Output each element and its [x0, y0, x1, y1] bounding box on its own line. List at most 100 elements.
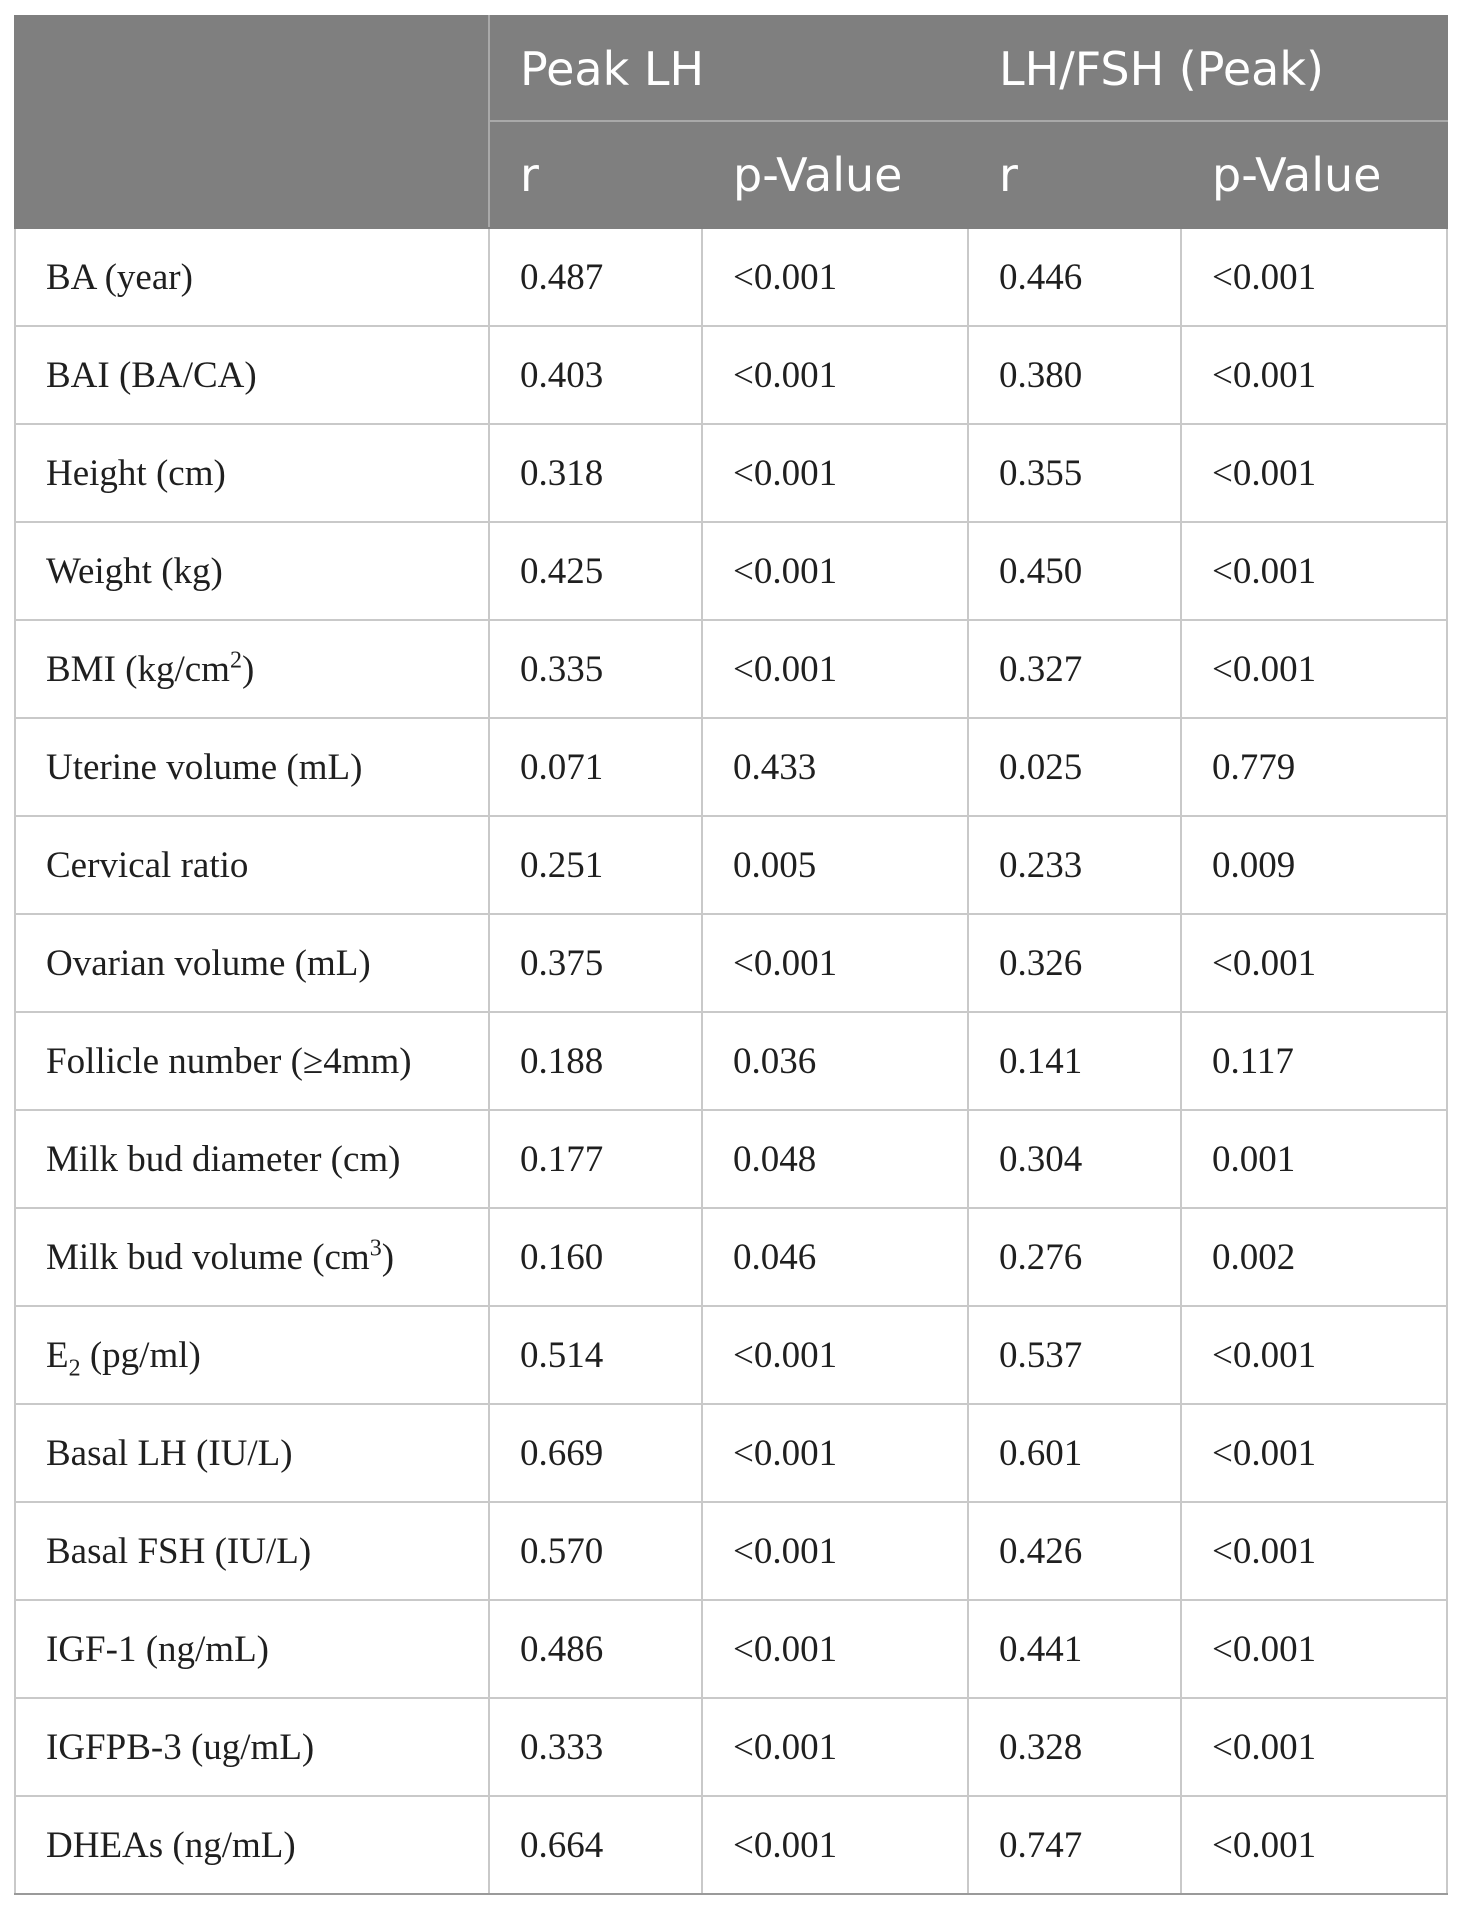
table-body: BA (year) 0.487 <0.001 0.446 <0.001 BAI (BA/C…	[14, 227, 1449, 1895]
row-label-text: Basal FSH (IU/L)	[46, 1530, 312, 1572]
row-label-text: Uterine volume (mL)	[46, 746, 363, 788]
row-label-text: Ovarian volume (mL)	[46, 942, 371, 984]
peak-lh-r-value: 0.160	[488, 1207, 703, 1307]
row-label-text: Milk bud volume (cm	[46, 1236, 370, 1278]
table-row: Weight (kg) 0.425 <0.001 0.450 <0.001	[14, 521, 1449, 621]
table-row: Cervical ratio 0.251 0.005 0.233 0.009	[14, 815, 1449, 915]
header-corner-cell	[14, 15, 490, 229]
ratio-r-value: 0.141	[967, 1011, 1183, 1111]
peak-lh-r-value: 0.251	[488, 815, 703, 915]
peak-lh-p-value: <0.001	[700, 325, 970, 425]
peak-lh-r-value: 0.177	[488, 1109, 703, 1209]
ratio-p-value: <0.001	[1180, 1403, 1449, 1503]
peak-lh-p-value: <0.001	[700, 1795, 970, 1895]
row-label-text: DHEAs (ng/mL)	[46, 1824, 296, 1866]
row-label: Cervical ratio	[14, 815, 490, 915]
row-label: Basal LH (IU/L)	[14, 1403, 490, 1503]
peak-lh-r-value: 0.514	[488, 1305, 703, 1405]
ratio-r-value: 0.426	[967, 1501, 1183, 1601]
table-row: DHEAs (ng/mL) 0.664 <0.001 0.747 <0.001	[14, 1795, 1449, 1895]
ratio-p-value: <0.001	[1180, 521, 1449, 621]
peak-lh-p-value: 0.048	[700, 1109, 970, 1209]
row-label-text: E	[46, 1334, 69, 1376]
peak-lh-r-value: 0.318	[488, 423, 703, 523]
ratio-r-value: 0.355	[967, 423, 1183, 523]
row-label-tail: (pg/ml)	[80, 1334, 201, 1376]
ratio-p-value: <0.001	[1180, 1501, 1449, 1601]
peak-lh-r-value: 0.333	[488, 1697, 703, 1797]
row-label: Basal FSH (IU/L)	[14, 1501, 490, 1601]
peak-lh-r-value: 0.570	[488, 1501, 703, 1601]
row-label-text: Basal LH (IU/L)	[46, 1432, 293, 1474]
row-label-tail: )	[381, 1236, 395, 1278]
peak-lh-p-value: <0.001	[700, 619, 970, 719]
ratio-p-value: <0.001	[1180, 227, 1449, 327]
row-label: BMI (kg/cm2)	[14, 619, 490, 719]
ratio-p-value: 0.779	[1180, 717, 1449, 817]
ratio-r-value: 0.328	[967, 1697, 1183, 1797]
peak-lh-r-value: 0.487	[488, 227, 703, 327]
header-row-subcolumns: r p-Value r p-Value	[15, 120, 1449, 229]
row-label-text: BA (year)	[46, 256, 193, 298]
header-ratio-r: r	[967, 120, 1183, 229]
ratio-r-value: 0.747	[967, 1795, 1183, 1895]
ratio-p-value: 0.002	[1180, 1207, 1449, 1307]
table-row: IGF-1 (ng/mL) 0.486 <0.001 0.441 <0.001	[14, 1599, 1449, 1699]
row-label: Milk bud diameter (cm)	[14, 1109, 490, 1209]
table-row: BMI (kg/cm2) 0.335 <0.001 0.327 <0.001	[14, 619, 1449, 719]
peak-lh-p-value: <0.001	[700, 1599, 970, 1699]
row-label-text: BAI (BA/CA)	[46, 354, 257, 396]
peak-lh-p-value: <0.001	[700, 1305, 970, 1405]
peak-lh-p-value: 0.046	[700, 1207, 970, 1307]
peak-lh-p-value: 0.036	[700, 1011, 970, 1111]
row-label-subscript: 2	[68, 1354, 81, 1381]
ratio-p-value: <0.001	[1180, 1795, 1449, 1895]
correlation-table: Peak LH LH/FSH (Peak) r p-Value r p-Valu…	[14, 15, 1449, 1895]
ratio-p-value: 0.001	[1180, 1109, 1449, 1209]
ratio-r-value: 0.276	[967, 1207, 1183, 1307]
peak-lh-p-value: 0.005	[700, 815, 970, 915]
row-label-text: BMI (kg/cm	[46, 648, 230, 690]
ratio-r-value: 0.446	[967, 227, 1183, 327]
row-label: IGFPB-3 (ug/mL)	[14, 1697, 490, 1797]
row-label: Height (cm)	[14, 423, 490, 523]
peak-lh-r-value: 0.486	[488, 1599, 703, 1699]
row-label-text: Height (cm)	[46, 452, 226, 494]
ratio-r-value: 0.380	[967, 325, 1183, 425]
ratio-p-value: <0.001	[1180, 423, 1449, 523]
ratio-r-value: 0.601	[967, 1403, 1183, 1503]
ratio-p-value: <0.001	[1180, 1599, 1449, 1699]
row-label-text: IGF-1 (ng/mL)	[46, 1628, 269, 1670]
row-label-text: Weight (kg)	[46, 550, 223, 592]
peak-lh-p-value: 0.433	[700, 717, 970, 817]
ratio-p-value: 0.117	[1180, 1011, 1449, 1111]
header-row-groups: Peak LH LH/FSH (Peak)	[14, 15, 1449, 229]
ratio-p-value: <0.001	[1180, 325, 1449, 425]
peak-lh-r-value: 0.425	[488, 521, 703, 621]
peak-lh-r-value: 0.669	[488, 1403, 703, 1503]
table-header: Peak LH LH/FSH (Peak) r p-Value r p-Valu…	[14, 15, 1449, 229]
correlation-table-container: Peak LH LH/FSH (Peak) r p-Value r p-Valu…	[14, 15, 1449, 1895]
row-label: IGF-1 (ng/mL)	[14, 1599, 490, 1699]
table-row: Milk bud diameter (cm) 0.177 0.048 0.304 0.0…	[14, 1109, 1449, 1209]
table-row: E2 (pg/ml) 0.514 <0.001 0.537 <0.001	[14, 1305, 1449, 1405]
ratio-r-value: 0.450	[967, 521, 1183, 621]
peak-lh-p-value: <0.001	[700, 1697, 970, 1797]
table-row: Height (cm) 0.318 <0.001 0.355 <0.001	[14, 423, 1449, 523]
ratio-r-value: 0.025	[967, 717, 1183, 817]
table-row: Basal FSH (IU/L) 0.570 <0.001 0.426 <0.001	[14, 1501, 1449, 1601]
ratio-r-value: 0.304	[967, 1109, 1183, 1209]
ratio-p-value: 0.009	[1180, 815, 1449, 915]
header-group-lh-fsh-peak: LH/FSH (Peak)	[967, 15, 1449, 122]
ratio-r-value: 0.326	[967, 913, 1183, 1013]
peak-lh-p-value: <0.001	[700, 521, 970, 621]
row-label: DHEAs (ng/mL)	[14, 1795, 490, 1895]
table-row: Follicle number (≥4mm) 0.188 0.036 0.141 0.1…	[14, 1011, 1449, 1111]
peak-lh-p-value: <0.001	[700, 1403, 970, 1503]
header-peak-lh-p-value: p-Value	[700, 120, 970, 229]
row-label-text: IGFPB-3 (ug/mL)	[46, 1726, 315, 1768]
row-label: BA (year)	[14, 227, 490, 327]
ratio-p-value: <0.001	[1180, 619, 1449, 719]
peak-lh-r-value: 0.403	[488, 325, 703, 425]
row-label-superscript: 3	[369, 1235, 382, 1262]
